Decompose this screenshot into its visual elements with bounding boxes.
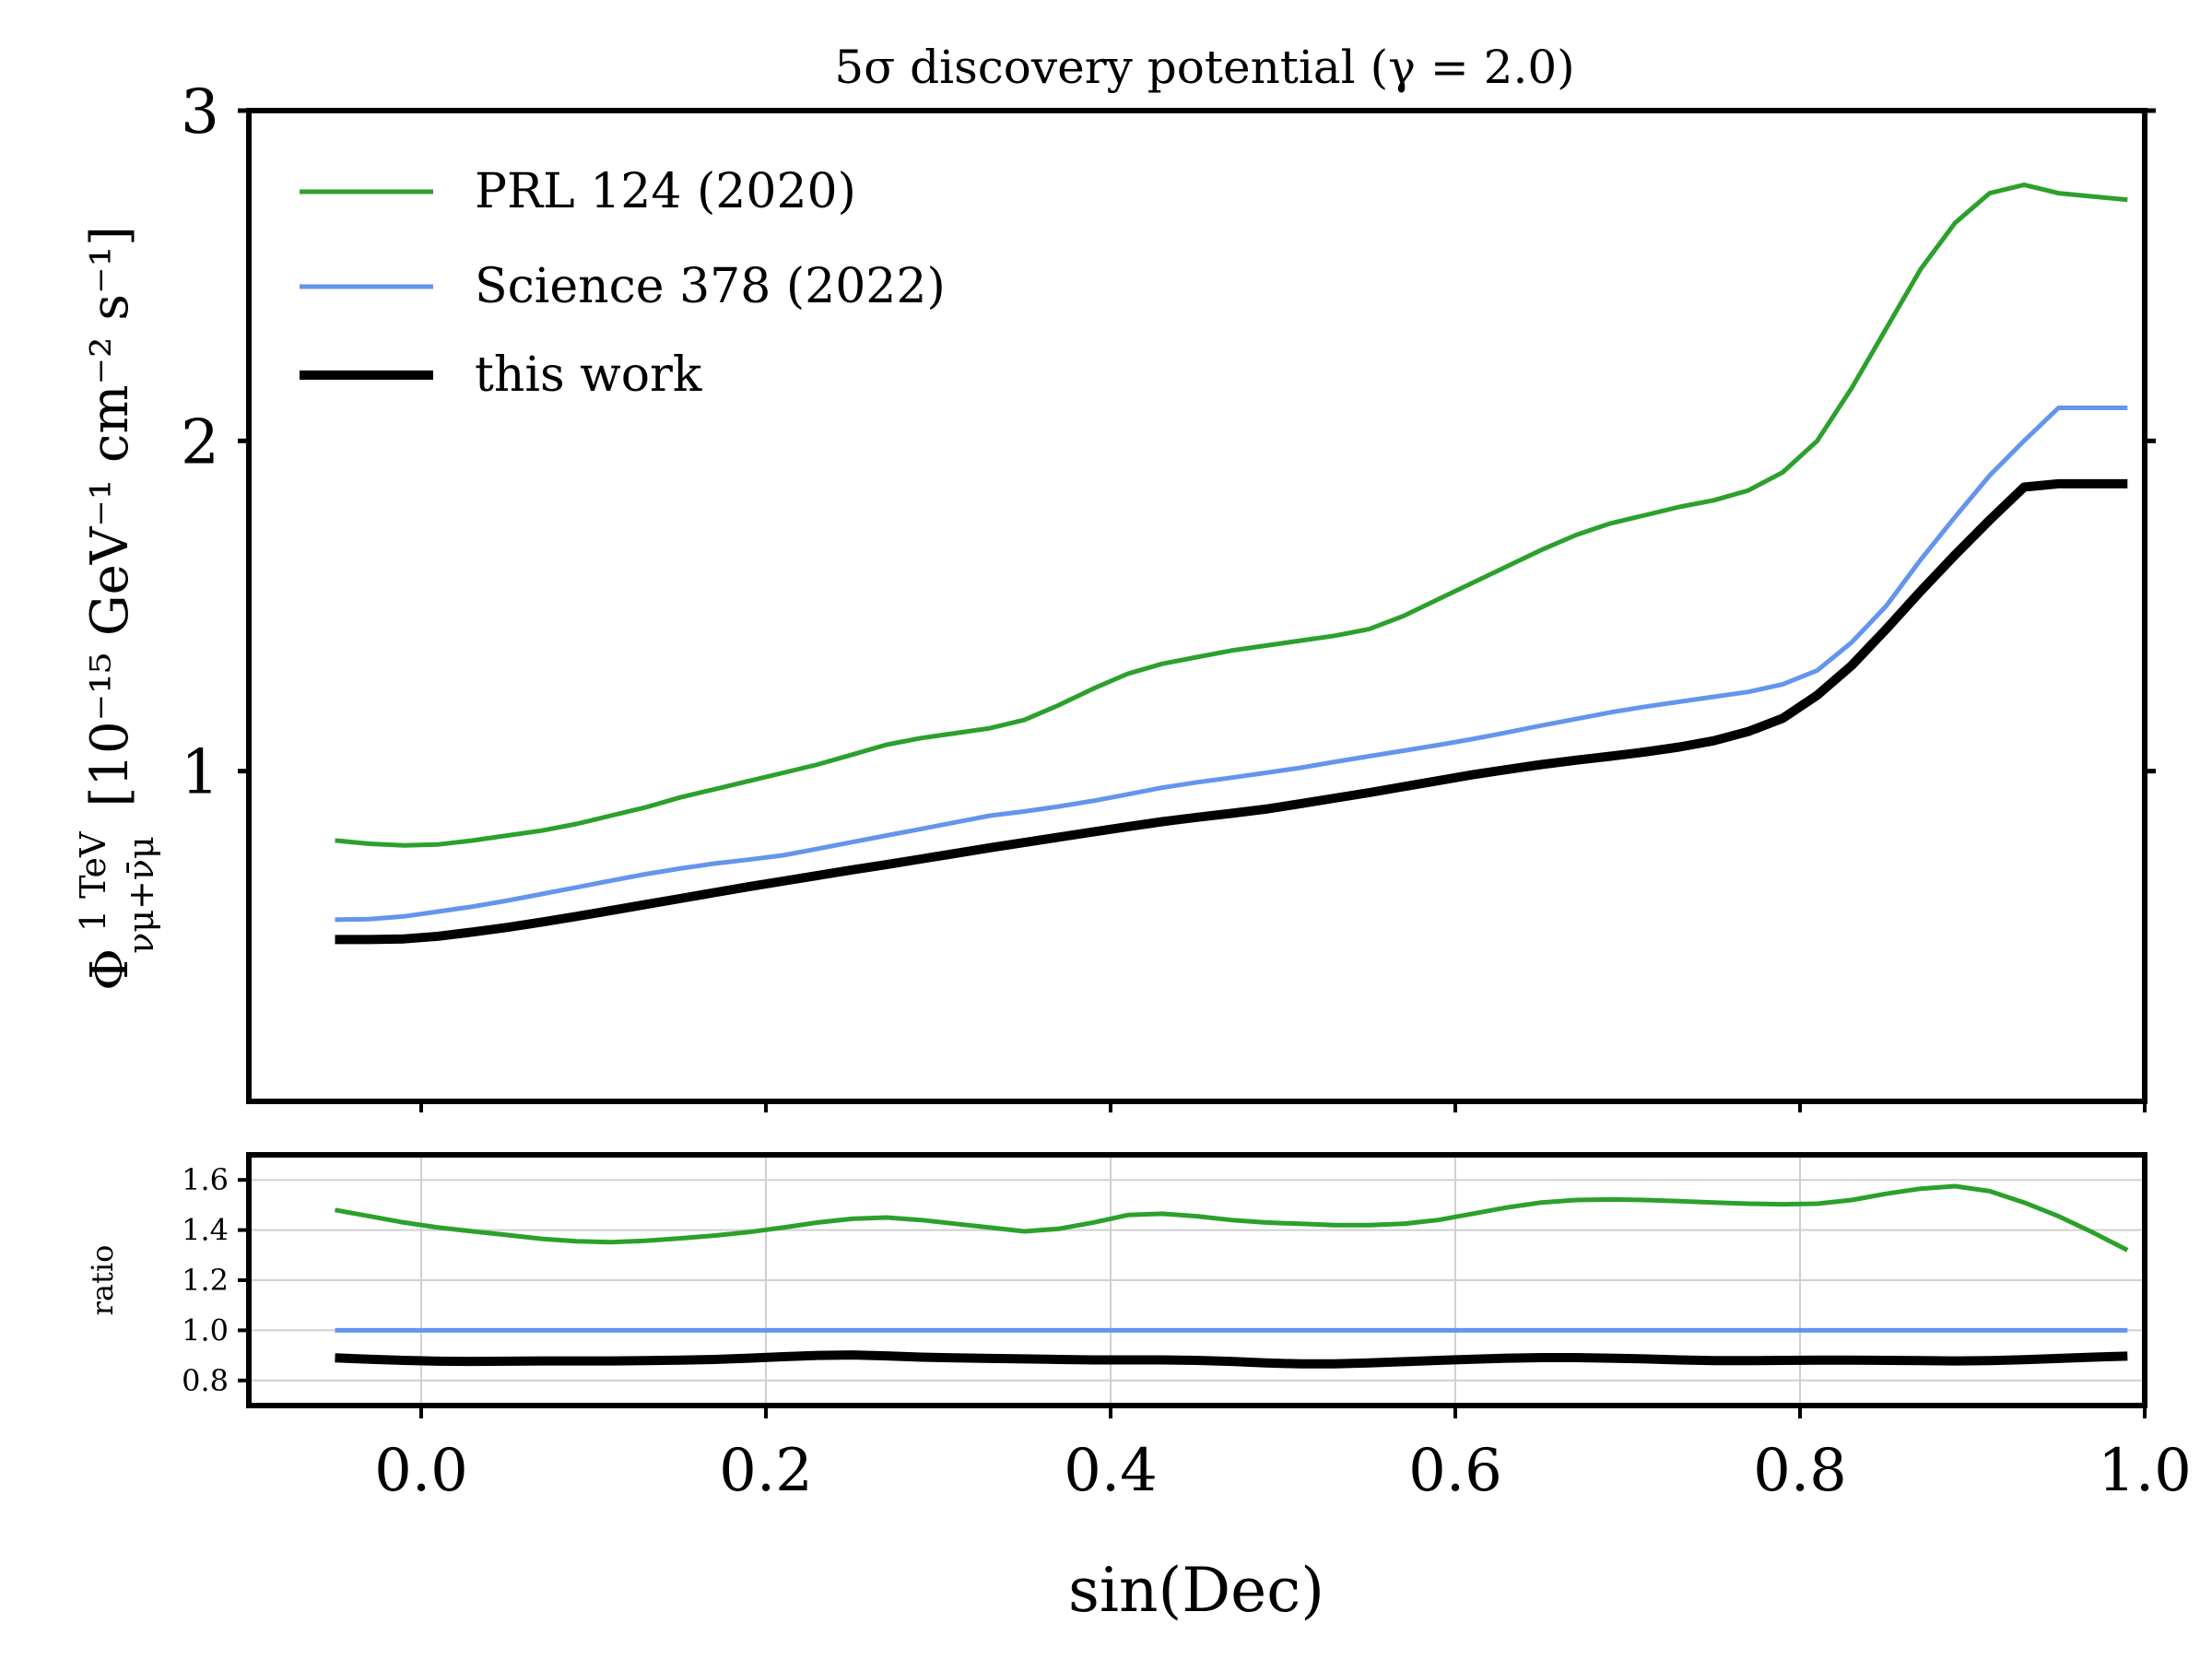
x-tick-label: 0.8 [1753, 1437, 1847, 1505]
legend-label-prl: PRL 124 (2020) [475, 164, 856, 219]
ratio-lines [335, 1183, 2129, 1369]
legend-entry-prl: PRL 124 (2020) [300, 164, 856, 219]
y-label-superscript: 1 TeV [73, 831, 113, 932]
y-label-subscript: νμ+ν̄μ [121, 836, 161, 953]
x-tick-label: 0.4 [1064, 1437, 1158, 1505]
chart-title: 5σ discovery potential (γ = 2.0) [834, 41, 1574, 94]
main-lines [335, 182, 2128, 945]
legend-entry-science: Science 378 (2022) [300, 259, 946, 314]
main-y-ticks: 1 2 3 [181, 76, 2156, 808]
x-tick-label: 0.2 [719, 1437, 813, 1505]
legend-label-science: Science 378 (2022) [475, 259, 946, 314]
main-y-axis-label: Φ 1 TeV νμ+ν̄μ [10⁻¹⁵ GeV⁻¹ cm⁻² s⁻¹] [58, 226, 166, 991]
series-line-science-378-2022 [335, 406, 2128, 923]
main-frame [246, 108, 2147, 1104]
x-tick-label: 1.0 [2098, 1437, 2192, 1505]
ratio-grid [249, 1155, 2146, 1406]
ratio-y-axis-label: ratio [85, 1245, 120, 1316]
ratio-line-this-work-science-378-2022 [335, 1350, 2128, 1369]
legend-label-this-work: this work [475, 347, 702, 403]
series-line-prl-124-2020 [335, 182, 2128, 848]
ratio-y-tick-label: 1.4 [182, 1213, 229, 1248]
ratio-x-ticks: 0.0 0.2 0.4 0.6 0.8 1.0 [374, 1406, 2192, 1505]
y-label-units: [10⁻¹⁵ GeV⁻¹ cm⁻² s⁻¹] [80, 226, 140, 806]
y-label-symbol: Φ [80, 948, 140, 991]
main-y-tick-label: 3 [181, 76, 219, 147]
ratio-panel: 0.8 1.0 1.2 1.4 1.6 0.0 0.2 0.4 0.6 0.8 1.0 ratio… [85, 1152, 2192, 1626]
legend: PRL 124 (2020) Science 378 (2022) this w… [300, 164, 946, 403]
ratio-y-tick-label: 1.0 [182, 1312, 229, 1347]
ratio-y-tick-label: 1.2 [182, 1263, 229, 1298]
ratio-y-tick-label: 1.6 [182, 1162, 229, 1197]
x-axis-label: sin(Dec) [1068, 1555, 1324, 1626]
x-tick-label: 0.6 [1408, 1437, 1502, 1505]
ratio-line-prl-124-2020-science-378-2022 [335, 1183, 2129, 1253]
ratio-y-ticks: 0.8 1.0 1.2 1.4 1.6 [182, 1162, 249, 1398]
ratio-y-tick-label: 0.8 [182, 1363, 229, 1398]
main-y-tick-label: 1 [181, 737, 219, 808]
main-panel: 5σ discovery potential (γ = 2.0) 1 2 3 PRL… [58, 41, 2156, 1112]
x-tick-label: 0.0 [374, 1437, 468, 1505]
main-y-tick-label: 2 [181, 406, 219, 477]
main-x-ticks [419, 1101, 2147, 1112]
legend-entry-this-work: this work [300, 347, 702, 403]
series-line-this-work [335, 478, 2128, 945]
